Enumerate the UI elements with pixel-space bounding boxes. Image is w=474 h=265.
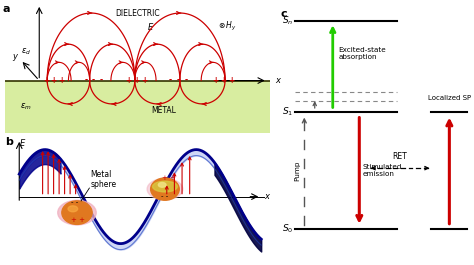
Text: Excited-state
absorption: Excited-state absorption [338, 47, 386, 60]
Text: +: + [141, 76, 147, 85]
Bar [5, 3, 270, 81]
Text: $E$: $E$ [147, 20, 155, 32]
Text: a: a [2, 4, 9, 14]
Ellipse shape [147, 178, 183, 200]
Text: +: + [125, 76, 131, 85]
Text: + +: + + [162, 175, 176, 181]
Text: Metal
sphere: Metal sphere [91, 170, 117, 189]
Text: Pump: Pump [294, 160, 301, 181]
Circle shape [151, 178, 179, 200]
Text: $x$: $x$ [264, 192, 271, 201]
Text: Localized SP: Localized SP [428, 95, 471, 101]
Text: +: + [43, 76, 49, 85]
Text: $z$: $z$ [36, 0, 43, 1]
Text: + +: + + [72, 217, 85, 223]
Text: +: + [133, 76, 139, 85]
Text: b: b [6, 137, 13, 147]
Text: DIELECTRIC: DIELECTRIC [115, 8, 160, 17]
Text: $\varepsilon_m$: $\varepsilon_m$ [20, 101, 32, 112]
Text: -: - [177, 76, 180, 85]
Text: $\varepsilon_d$: $\varepsilon_d$ [21, 47, 31, 57]
Text: $y$: $y$ [12, 52, 19, 63]
Text: +: + [51, 76, 57, 85]
Ellipse shape [58, 200, 96, 225]
Text: - -: - - [161, 193, 169, 199]
Text: $x$: $x$ [275, 76, 283, 85]
Text: -: - [100, 76, 103, 85]
Text: +: + [59, 76, 65, 85]
Text: Stimulated
emission: Stimulated emission [362, 164, 401, 177]
Text: - -: - - [71, 199, 78, 205]
Ellipse shape [158, 183, 166, 187]
Text: -: - [92, 76, 95, 85]
Text: -: - [84, 76, 87, 85]
Text: +: + [213, 76, 219, 85]
Text: -: - [169, 76, 172, 85]
Text: RET: RET [392, 152, 408, 161]
Circle shape [62, 201, 92, 224]
Text: -: - [185, 76, 188, 85]
Text: +: + [220, 76, 227, 85]
Text: $S_n$: $S_n$ [282, 14, 293, 27]
Text: +: + [228, 76, 235, 85]
Text: $E$: $E$ [19, 137, 27, 148]
Text: $\otimes\, H_y$: $\otimes\, H_y$ [219, 19, 237, 33]
Ellipse shape [68, 206, 78, 212]
Text: $S_1$: $S_1$ [282, 106, 293, 118]
Text: c: c [281, 9, 287, 19]
Ellipse shape [153, 181, 177, 192]
Text: $S_0$: $S_0$ [282, 223, 293, 235]
Text: METAL: METAL [152, 106, 176, 115]
Bar [5, 81, 270, 132]
